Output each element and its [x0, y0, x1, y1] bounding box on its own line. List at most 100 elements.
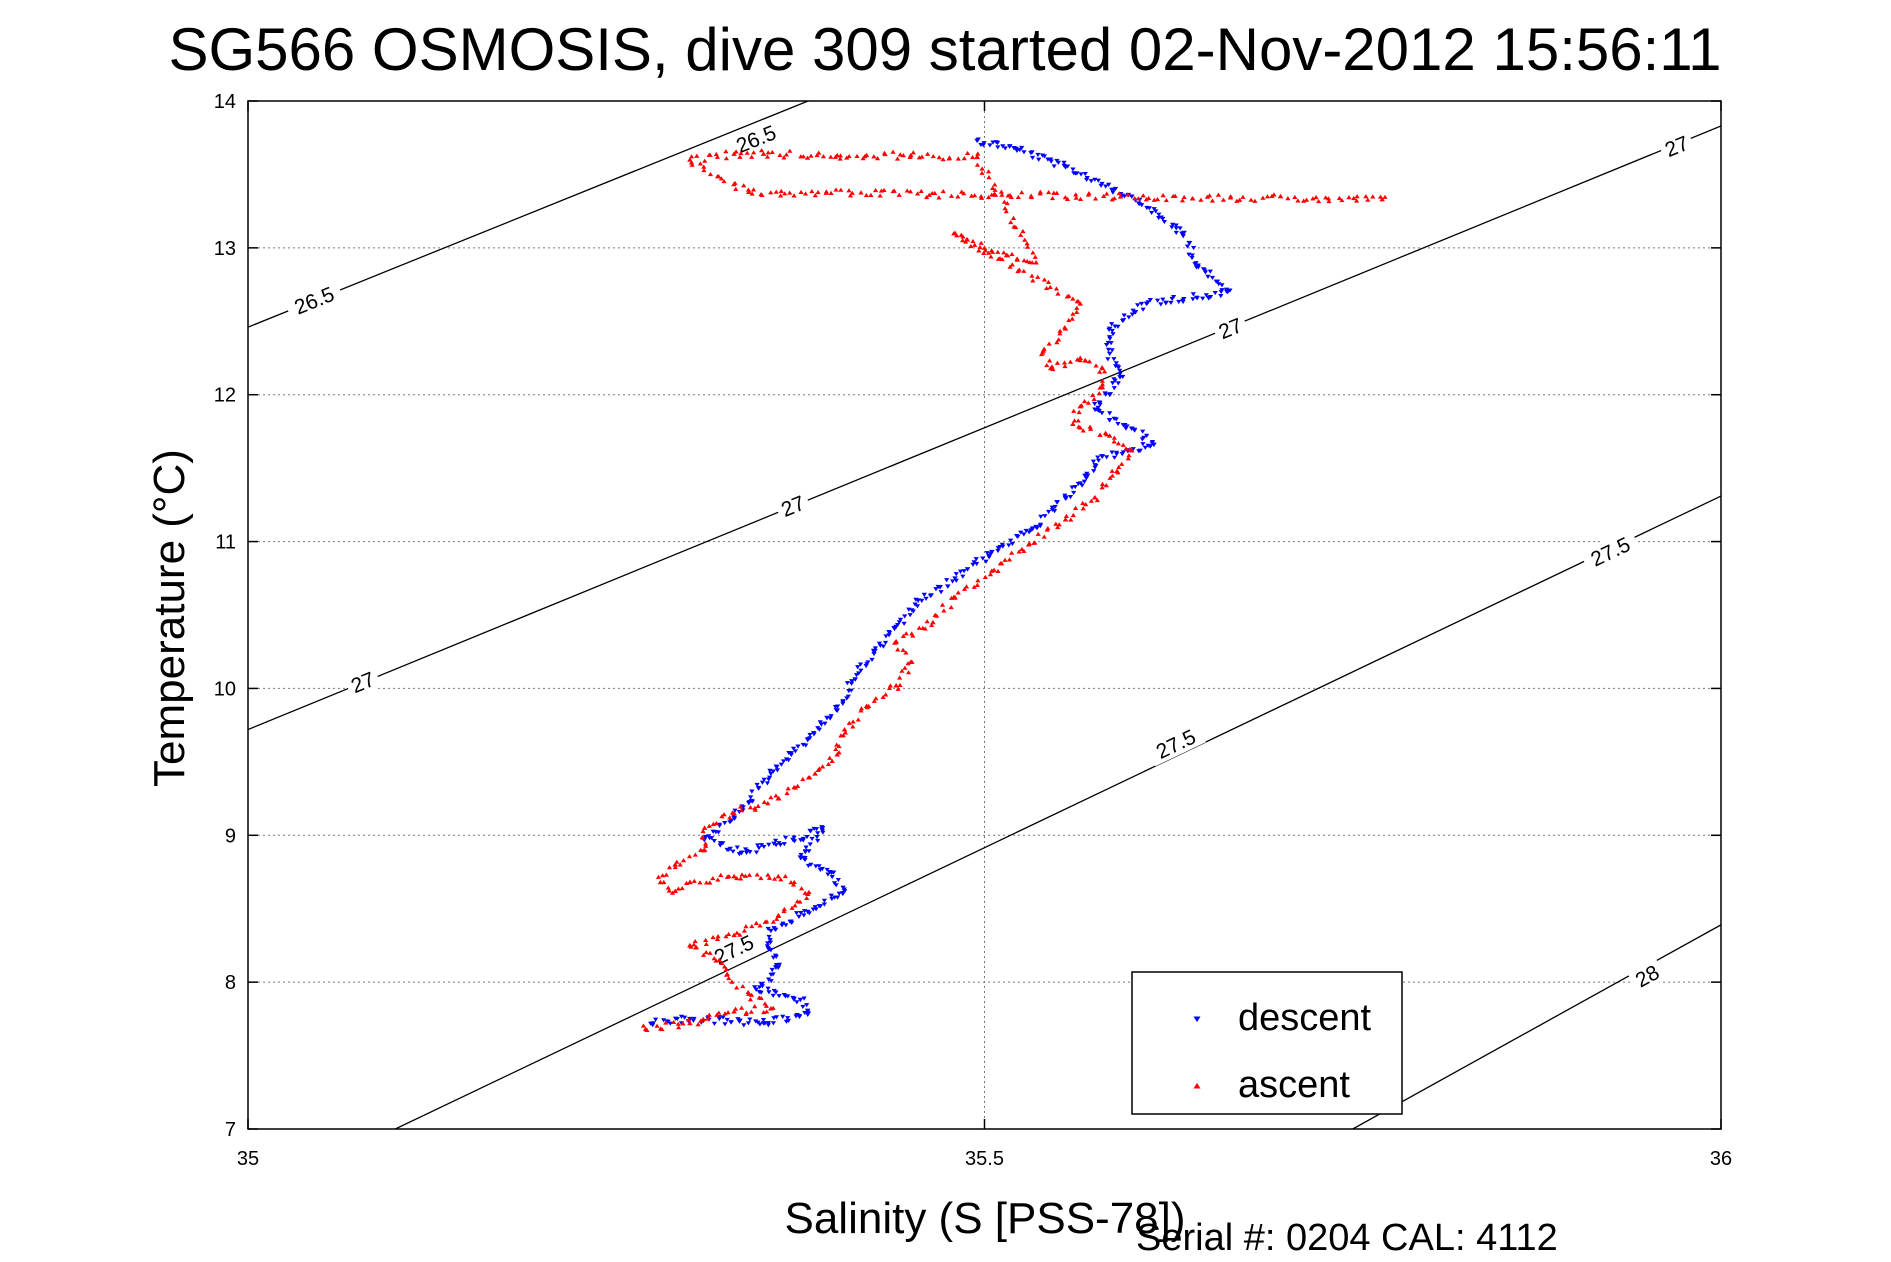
descent-point — [761, 777, 767, 782]
descent-point — [773, 843, 779, 848]
ascent-point — [707, 950, 713, 955]
ascent-point — [1056, 522, 1062, 527]
descent-point — [726, 847, 732, 853]
ascent-point — [837, 156, 843, 161]
ascent-point — [1102, 369, 1108, 374]
ascent-point — [1209, 198, 1216, 203]
ascent-point — [749, 154, 755, 159]
descent-point — [808, 862, 814, 867]
ascent-point — [827, 755, 833, 760]
ascent-point — [1003, 209, 1009, 214]
descent-point — [1156, 212, 1162, 217]
ascent-point — [1031, 540, 1037, 545]
ascent-point — [758, 148, 765, 153]
descent-point — [1147, 298, 1153, 303]
descent-point — [795, 744, 801, 749]
ascent-point — [661, 879, 667, 885]
descent-point — [1117, 368, 1123, 373]
descent-point — [1219, 288, 1225, 293]
descent-point — [815, 726, 821, 731]
ascent-point — [1163, 197, 1169, 203]
ascent-point — [687, 942, 693, 948]
ascent-point — [702, 158, 708, 163]
descent-point — [650, 1021, 656, 1026]
ascent-point — [692, 852, 699, 857]
ascent-point — [1040, 348, 1047, 353]
y-tick-label: 10 — [214, 678, 236, 700]
ascent-point — [1063, 513, 1070, 518]
ascent-point — [1114, 468, 1120, 474]
ascent-point — [1111, 195, 1117, 201]
ascent-point — [746, 872, 752, 877]
descent-point — [1158, 302, 1164, 307]
descent-point — [1193, 295, 1200, 300]
ascent-point — [858, 190, 864, 195]
ascent-point — [868, 192, 874, 198]
ascent-point — [1103, 483, 1109, 488]
descent-point — [821, 902, 827, 907]
ascent-point — [887, 683, 893, 688]
descent-point — [1218, 294, 1224, 299]
descent-point — [728, 1020, 734, 1025]
ascent-point — [1077, 403, 1084, 409]
ascent-point — [816, 150, 822, 155]
ascent-point — [907, 189, 914, 194]
ascent-point — [1067, 359, 1074, 364]
ascent-point — [1382, 194, 1388, 199]
descent-point — [1139, 203, 1145, 208]
ascent-point — [1041, 277, 1048, 282]
descent-point — [858, 668, 864, 673]
contour-label-mask — [725, 116, 787, 160]
ascent-point — [877, 193, 883, 198]
descent-point — [768, 771, 774, 777]
descent-point — [776, 962, 783, 967]
ascent-point — [713, 151, 719, 157]
descent-point — [1120, 450, 1126, 455]
ascent-point — [751, 150, 757, 155]
ascent-point — [1044, 362, 1050, 368]
ascent-point — [716, 1010, 722, 1015]
descent-point — [1136, 449, 1142, 454]
ascent-point — [1070, 311, 1076, 316]
descent-point — [774, 768, 780, 773]
ascent-point — [674, 859, 680, 864]
descent-point — [797, 855, 804, 860]
descent-point — [753, 850, 760, 855]
ascent-point — [1030, 250, 1036, 255]
descent-point — [817, 867, 823, 873]
ascent-point — [897, 682, 903, 687]
descent-point — [886, 633, 892, 638]
ascent-point — [926, 192, 932, 197]
descent-point — [995, 546, 1001, 551]
ascent-point — [816, 766, 822, 771]
descent-point — [1029, 155, 1036, 160]
ascent-point — [669, 890, 676, 895]
descent-point — [1006, 543, 1012, 548]
descent-point — [1138, 301, 1145, 307]
ascent-point — [703, 843, 709, 848]
y-tick-label: 13 — [214, 238, 236, 260]
ascent-point — [1099, 378, 1106, 383]
descent-point — [1109, 348, 1115, 353]
ascent-point — [734, 930, 740, 935]
ascent-point — [918, 188, 924, 194]
ascent-point — [791, 193, 797, 198]
ascent-point — [737, 932, 743, 937]
descent-point — [746, 801, 752, 806]
ascent-point — [764, 154, 771, 159]
ascent-point — [1032, 254, 1038, 259]
descent-point — [747, 850, 753, 855]
density-contours — [248, 101, 1721, 1129]
descent-point — [1021, 150, 1027, 155]
ascent-point — [1001, 199, 1007, 204]
ascent-point — [1094, 497, 1100, 503]
descent-point — [1200, 296, 1206, 301]
ascent-point — [1014, 256, 1020, 261]
descent-point — [923, 596, 929, 601]
descent-point — [813, 864, 819, 869]
descent-point — [804, 737, 811, 743]
descent-point — [869, 657, 875, 663]
ascent-point — [754, 872, 760, 877]
ascent-point — [765, 872, 771, 877]
ascent-point — [970, 238, 976, 244]
